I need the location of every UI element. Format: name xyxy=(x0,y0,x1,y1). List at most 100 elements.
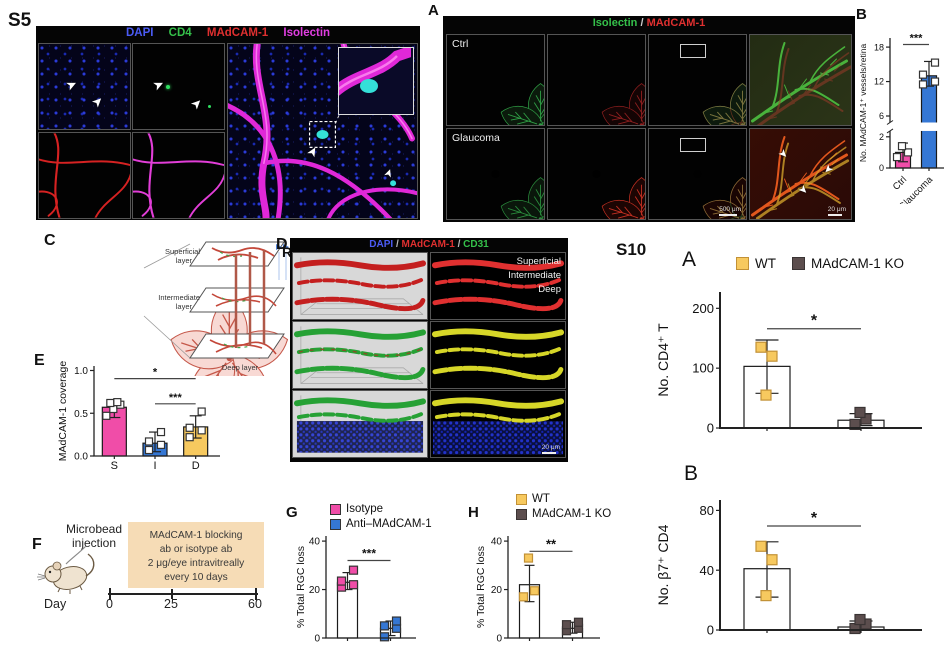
legend-swatch-icon xyxy=(516,508,527,520)
d-header-madcam1: MAdCAM-1 xyxy=(401,239,455,250)
svg-text:2: 2 xyxy=(879,132,884,142)
d-header-slash: / xyxy=(395,239,399,250)
svg-text:6: 6 xyxy=(879,111,884,121)
d-depth-labels: Superficial Intermediate Deep xyxy=(508,255,561,296)
panel-b-chart: 0 2 6 12 18 No. MAdCAM-1⁺ vessels/retina Ctrl G… xyxy=(856,26,946,204)
s5-isolectin-tile xyxy=(132,132,225,219)
legend-swatch-icon xyxy=(736,257,749,270)
d-header-dapi: DAPI xyxy=(369,239,394,250)
arrow-icon: ➤ xyxy=(187,94,206,113)
svg-text:80: 80 xyxy=(700,503,714,518)
a-scalebar-20um: 20 μm xyxy=(827,206,846,216)
svg-text:0.0: 0.0 xyxy=(74,452,88,463)
svg-text:No. CD4⁺ T: No. CD4⁺ T xyxy=(658,323,671,397)
s5-inset-zoom xyxy=(338,47,414,115)
a-scalebar-500um: 500 μm xyxy=(719,206,741,216)
panel-d-image: DAPI / MAdCAM-1 / CD31 Superficial Inter… xyxy=(290,238,568,462)
svg-text:***: *** xyxy=(910,33,924,45)
svg-text:20: 20 xyxy=(309,585,321,596)
svg-text:18: 18 xyxy=(874,42,884,52)
panel-s10a-label: A xyxy=(682,248,697,271)
d-channel-header: DAPI / MAdCAM-1 / CD31 xyxy=(290,239,568,250)
legend-item: Anti–MAdCAM-1 xyxy=(330,518,432,530)
legend-label: MAdCAM-1 KO xyxy=(811,256,905,271)
svg-text:***: *** xyxy=(362,546,376,560)
legend-label: MAdCAM-1 KO xyxy=(532,508,612,520)
legend-label: Anti–MAdCAM-1 xyxy=(346,518,432,530)
panel-h-label: H xyxy=(468,504,479,521)
panel-g-label: G xyxy=(286,504,298,521)
svg-text:0: 0 xyxy=(314,634,320,645)
svg-text:200: 200 xyxy=(692,301,714,316)
svg-text:Ctrl: Ctrl xyxy=(891,174,909,192)
panel-g-legend: Isotype Anti–MAdCAM-1 xyxy=(330,503,432,530)
svg-text:% Total RGC loss: % Total RGC loss xyxy=(475,546,487,628)
a-header-isolectin: Isolectin xyxy=(592,17,638,29)
depth-label-intermediate: Intermediate xyxy=(508,269,561,281)
panel-g-chart: 0 20 40% Total RGC loss *** xyxy=(294,528,418,650)
panel-s10-label: S10 xyxy=(616,240,647,259)
a-glaucoma-zoom-tile: ➤ ➤ ➤ 20 μm xyxy=(749,128,852,220)
svg-text:MAdCAM-1 coverage: MAdCAM-1 coverage xyxy=(57,361,69,462)
panel-a-image: Isolectin / MAdCAM-1 Ctrl Glaucoma xyxy=(443,16,855,222)
day-0: 0 xyxy=(106,597,113,611)
svg-text:1.0: 1.0 xyxy=(74,366,88,377)
panel-h-chart: 0 20 40 % Total RGC loss ** xyxy=(474,528,602,650)
arrow-icon: ➤ xyxy=(88,92,107,111)
d-cd31-3d-tile xyxy=(292,321,428,389)
d-dapi-3d-tile xyxy=(292,390,428,458)
cd4-cell-dot xyxy=(207,105,211,109)
legend-item: MAdCAM-1 KO xyxy=(792,256,904,271)
layer-label-intermediate: Intermediate xyxy=(158,293,200,302)
d-merge-dapi-black-tile: 20 μm xyxy=(430,390,566,458)
panel-s10a-chart: 0 100 200 No. CD4⁺ T * xyxy=(658,286,924,438)
svg-text:No. MAdCAM-1⁺ vessels/retina: No. MAdCAM-1⁺ vessels/retina xyxy=(858,44,868,163)
svg-text:12: 12 xyxy=(874,77,884,87)
d-scalebar-20um: 20 μm xyxy=(541,444,560,454)
panel-e-chart: 0.0 0.5 1.0 MAdCAM-1 coverage S I D * *** xyxy=(56,360,222,472)
panel-s5-label: S5 xyxy=(8,10,32,31)
a-glaucoma-merge-tile: 500 μm xyxy=(648,128,747,220)
svg-text:40: 40 xyxy=(700,563,714,578)
s5-header-dapi: DAPI xyxy=(125,27,154,39)
depth-label-superficial: Superficial xyxy=(516,256,561,267)
legend-label: WT xyxy=(532,493,550,505)
svg-text:% Total RGC loss: % Total RGC loss xyxy=(295,546,307,628)
svg-text:S: S xyxy=(111,460,118,472)
depth-label-deep: Deep xyxy=(538,283,561,295)
svg-text:20: 20 xyxy=(491,585,503,596)
retina-layers-diagram: Superficial layer Intermediate layer Dee… xyxy=(143,241,303,376)
svg-text:**: ** xyxy=(546,536,557,551)
svg-text:*: * xyxy=(811,510,818,527)
svg-text:40: 40 xyxy=(491,537,503,548)
s5-header-isolectin: Isolectin xyxy=(283,27,331,39)
svg-text:*: * xyxy=(811,313,818,330)
svg-text:0.5: 0.5 xyxy=(74,409,88,420)
day-60: 60 xyxy=(248,597,262,611)
panel-s10b-label: B xyxy=(684,462,699,485)
panel-b-label: B xyxy=(856,6,867,23)
legend-swatch-icon xyxy=(330,518,341,530)
a-ctrl-merge-tile xyxy=(648,34,747,126)
svg-text:0: 0 xyxy=(496,634,502,645)
legend-swatch-icon xyxy=(516,493,527,505)
svg-text:D: D xyxy=(192,460,200,472)
legend-swatch-icon xyxy=(330,503,341,515)
day-25: 25 xyxy=(164,597,178,611)
a-row-label-glaucoma: Glaucoma xyxy=(452,132,500,144)
a-glaucoma-isolectin-tile: Glaucoma xyxy=(446,128,545,220)
a-ctrl-zoom-tile xyxy=(749,34,852,126)
panel-f-label: F xyxy=(32,536,42,553)
microbead-injection-label: Microbead injection xyxy=(65,522,123,551)
legend-item: Isotype xyxy=(330,503,432,515)
svg-text:*: * xyxy=(153,367,158,379)
s5-header-cd4: CD4 xyxy=(168,27,192,39)
svg-text:layer: layer xyxy=(176,302,193,311)
treatment-box: MAdCAM-1 blocking ab or isotype ab 2 μg/… xyxy=(128,522,264,588)
s5-dapi-tile: ➤ ➤ xyxy=(38,43,131,130)
arrow-icon: ➤ xyxy=(63,75,80,94)
panel-a-label: A xyxy=(428,2,439,19)
d-header-cd31: CD31 xyxy=(463,239,489,250)
s5-header-madcam1: MAdCAM-1 xyxy=(206,27,269,39)
legend-item: WT xyxy=(516,493,611,505)
